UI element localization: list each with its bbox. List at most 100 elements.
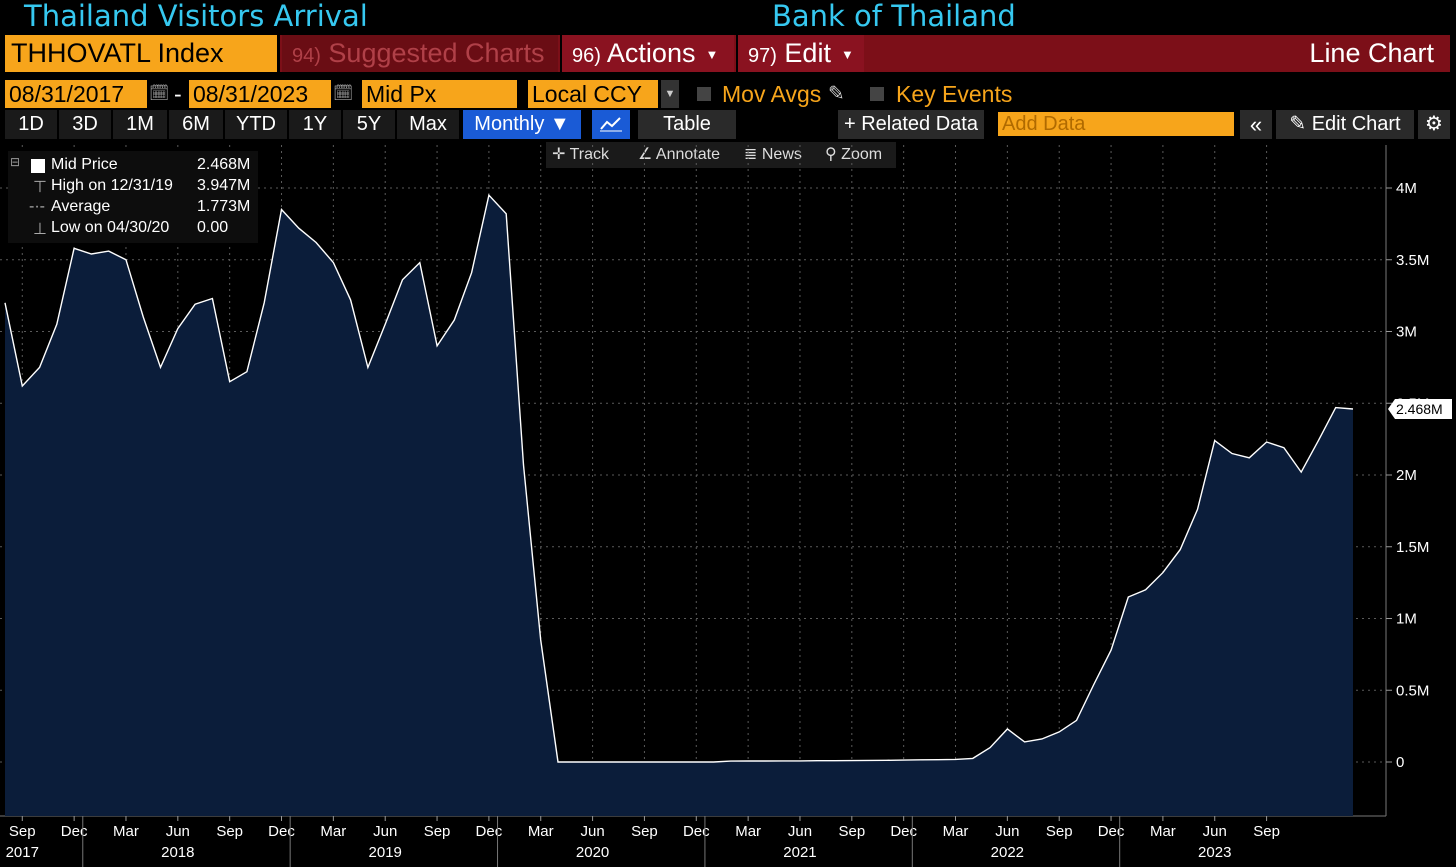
x-month-label: Dec xyxy=(890,823,917,840)
x-month-label: Jun xyxy=(166,823,190,840)
pencil-icon: ✎ xyxy=(1289,113,1307,135)
x-month-label: Jun xyxy=(373,823,397,840)
suggested-charts-label: Suggested Charts xyxy=(328,38,545,68)
legend-avg-label: Average xyxy=(51,198,111,215)
suggested-charts-num: 94) xyxy=(292,45,321,67)
track-label: Track xyxy=(569,146,609,163)
news-label: News xyxy=(761,146,802,163)
high-icon: ⊤ xyxy=(33,179,47,196)
related-data-button[interactable]: + Related Data xyxy=(838,110,984,139)
start-date-field[interactable]: 08/31/2017 xyxy=(5,80,147,108)
x-month-label: Jun xyxy=(788,823,812,840)
x-month-label: Sep xyxy=(424,823,451,840)
legend-mid-label: Mid Price xyxy=(51,156,118,173)
collapse-legend-icon[interactable]: ⊟ xyxy=(10,155,21,169)
chart-title: Thailand Visitors Arrival xyxy=(24,0,368,33)
period-3d-button[interactable]: 3D xyxy=(59,110,111,139)
y-tick-label: 0 xyxy=(1396,754,1404,771)
period-5y-button[interactable]: 5Y xyxy=(343,110,395,139)
x-month-label: Mar xyxy=(528,823,554,840)
period-ytd-button[interactable]: YTD xyxy=(225,110,287,139)
news-icon: ≣ xyxy=(744,146,758,163)
caret-down-icon: ▼ xyxy=(840,47,854,63)
chart-type-label: Line Chart xyxy=(1309,38,1434,68)
series-swatch xyxy=(31,159,45,173)
edit-chart-button[interactable]: ✎ Edit Chart xyxy=(1276,110,1414,139)
x-year-label: 2022 xyxy=(991,844,1024,861)
period-max-button[interactable]: Max xyxy=(397,110,459,139)
legend-high-label: High on 12/31/19 xyxy=(51,177,173,194)
chart-legend: ⊟ Mid Price 2.468M ⊤ High on 12/31/19 3.… xyxy=(8,151,258,243)
x-month-label: Mar xyxy=(735,823,761,840)
track-tool[interactable]: ✛ Track xyxy=(552,142,609,168)
last-value-marker: 2.468M xyxy=(1388,398,1452,419)
news-tool[interactable]: ≣ News xyxy=(744,142,802,168)
line-chart-icon[interactable] xyxy=(592,110,630,139)
chart-tools-bar xyxy=(546,142,896,168)
period-1y-button[interactable]: 1Y xyxy=(289,110,341,139)
actions-menu-button[interactable]: 96) Actions ▼ xyxy=(560,35,734,72)
suggested-charts-button[interactable]: 94) Suggested Charts xyxy=(282,35,558,72)
legend-mid-value: 2.468M xyxy=(197,156,251,173)
low-icon: ⊥ xyxy=(33,221,47,238)
frequency-select[interactable]: Monthly ▼ xyxy=(463,110,581,139)
y-tick-label: 1M xyxy=(1396,611,1417,628)
last-value-tag xyxy=(1388,398,1452,419)
caret-down-icon: ▼ xyxy=(705,47,719,63)
x-month-label: Sep xyxy=(216,823,243,840)
table-button[interactable]: Table xyxy=(638,110,736,139)
period-1m-button[interactable]: 1M xyxy=(113,110,167,139)
calendar-icon[interactable]: 🗓 xyxy=(333,85,354,102)
source-name: Bank of Thailand xyxy=(772,0,1016,33)
period-1d-button[interactable]: 1D xyxy=(5,110,57,139)
x-month-label: Dec xyxy=(1098,823,1125,840)
y-tick-label: 3.5M xyxy=(1396,252,1429,269)
collapse-icon[interactable]: « xyxy=(1240,110,1272,139)
series-area xyxy=(5,195,1353,816)
annotate-tool[interactable]: ∠ Annotate xyxy=(638,142,720,168)
x-month-label: Sep xyxy=(1046,823,1073,840)
y-tick-label: 4M xyxy=(1396,180,1417,197)
key-events-checkbox[interactable] xyxy=(870,87,884,101)
currency-select[interactable]: Local CCY xyxy=(528,80,658,108)
annotate-icon: ∠ xyxy=(638,146,653,163)
x-month-label: Sep xyxy=(1253,823,1280,840)
edit-label: Edit xyxy=(784,38,831,68)
x-month-label: Dec xyxy=(476,823,503,840)
add-data-input[interactable]: Add Data xyxy=(998,112,1234,136)
y-tick-label: 1.5M xyxy=(1396,539,1429,556)
actions-num: 96) xyxy=(572,45,601,67)
annotate-label: Annotate xyxy=(655,146,720,163)
series-line xyxy=(4,193,1354,763)
calendar-icon[interactable]: 🗓 xyxy=(149,85,170,102)
edit-chart-label: Edit Chart xyxy=(1311,113,1401,135)
zoom-icon: ⚲ xyxy=(825,146,837,163)
x-month-label: Sep xyxy=(9,823,36,840)
frequency-label: Monthly xyxy=(474,113,545,135)
x-year-label: 2021 xyxy=(783,844,816,861)
x-month-label: Mar xyxy=(320,823,346,840)
last-value-label: 2.468M xyxy=(1396,401,1443,417)
x-year-label: 2023 xyxy=(1198,844,1231,861)
x-year-label: 2018 xyxy=(161,844,194,861)
field-select[interactable]: Mid Px xyxy=(362,80,517,108)
x-axis: Sep Dec Mar Jun Sep Dec Mar Jun Sep Dec Mar Jun Sep D… xyxy=(6,816,1280,867)
y-tick-label: 2M xyxy=(1396,467,1417,484)
x-month-label: Sep xyxy=(631,823,658,840)
x-month-label: Jun xyxy=(1203,823,1227,840)
crosshair-icon: ✛ xyxy=(552,146,566,163)
key-events-label: Key Events xyxy=(896,81,1013,107)
edit-menu-button[interactable]: 97) Edit ▼ xyxy=(736,35,864,72)
x-year-label: 2020 xyxy=(576,844,609,861)
legend-high-value: 3.947M xyxy=(197,177,251,194)
currency-dropdown-icon[interactable]: ▼ xyxy=(661,80,679,108)
period-6m-button[interactable]: 6M xyxy=(169,110,223,139)
gear-icon[interactable]: ⚙ xyxy=(1418,110,1450,139)
end-date-field[interactable]: 08/31/2023 xyxy=(189,80,331,108)
x-month-label: Mar xyxy=(113,823,139,840)
mov-avgs-checkbox[interactable] xyxy=(697,87,711,101)
ticker-field[interactable]: THHOVATL Index xyxy=(5,35,277,72)
pencil-icon[interactable]: ✎ xyxy=(828,83,845,105)
x-month-label: Mar xyxy=(943,823,969,840)
